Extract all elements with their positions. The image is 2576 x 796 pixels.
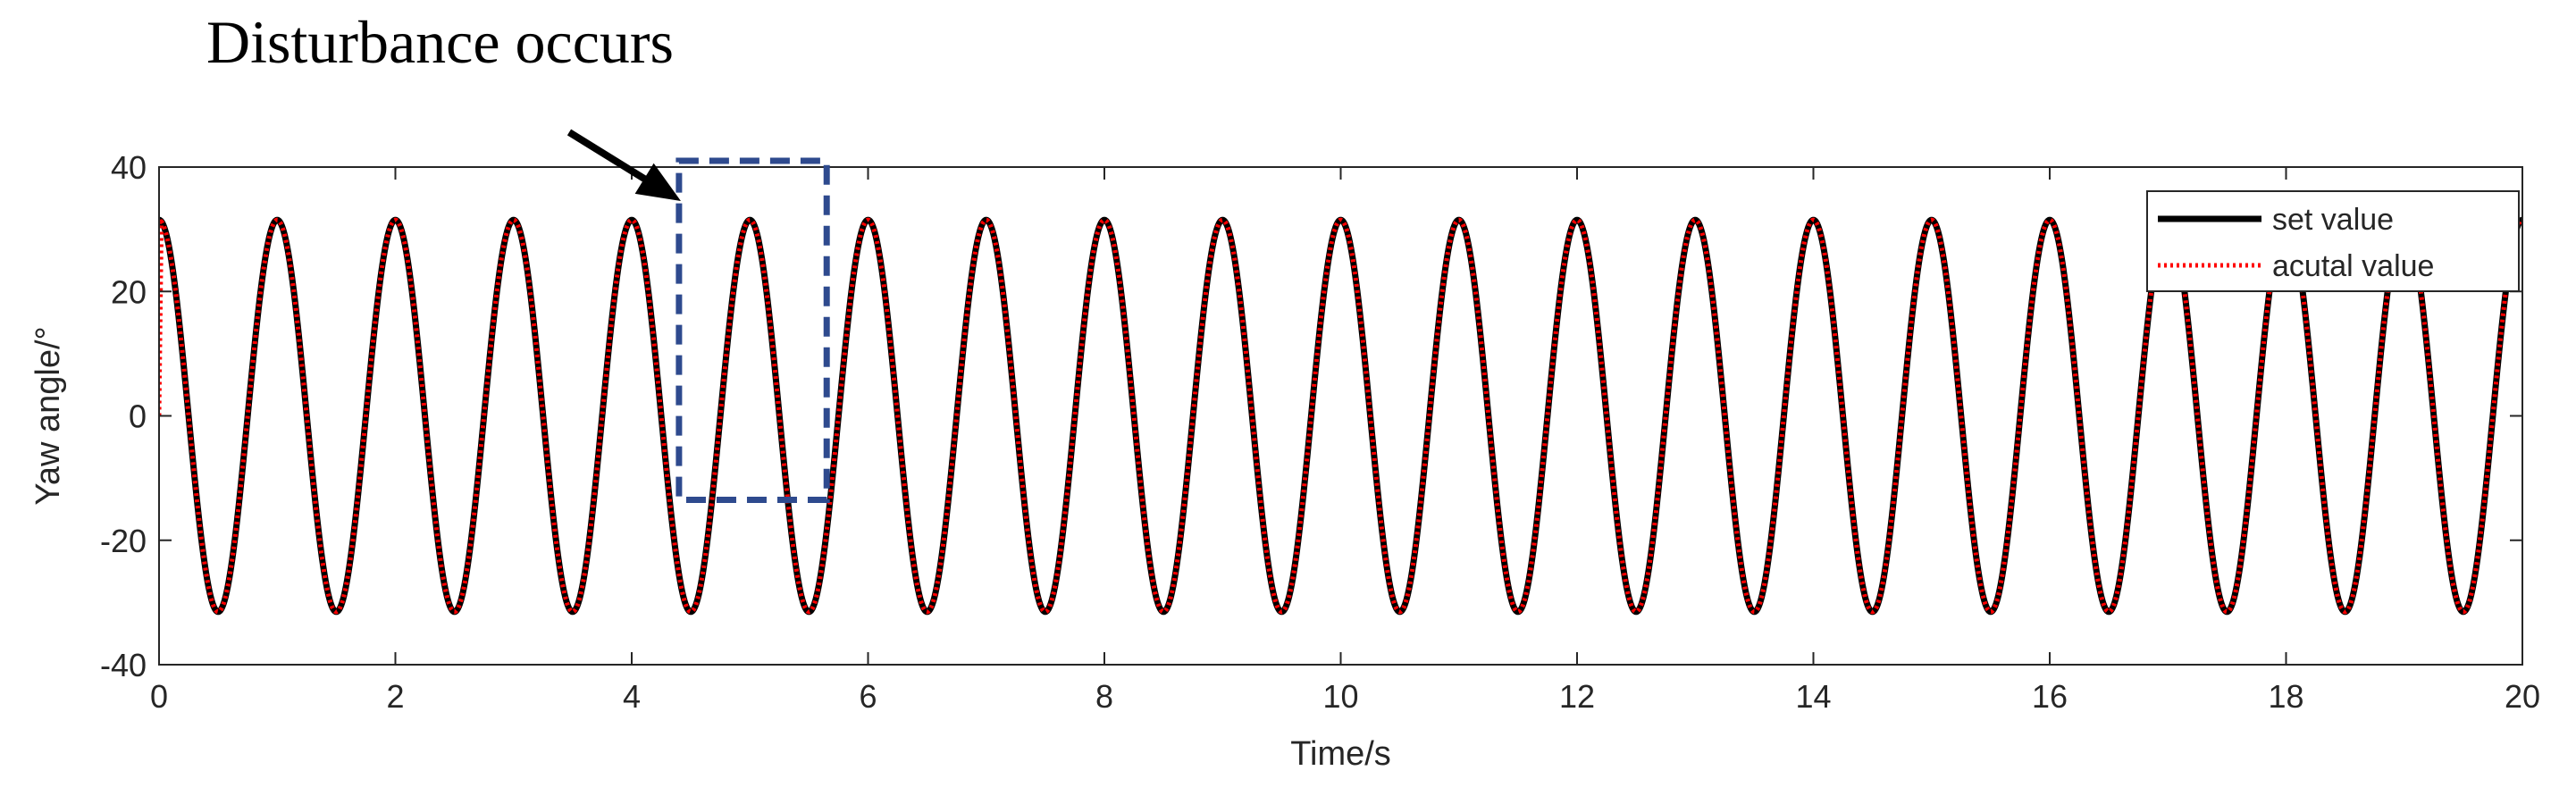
legend-box [2146,190,2520,292]
annotations: Disturbance occurs [206,8,830,503]
x-tick-label: 2 [386,678,404,715]
y-tick-label: 0 [129,398,147,435]
x-tick-label: 6 [859,678,877,715]
series-group [159,216,2522,616]
x-tick-label: 20 [2505,678,2540,715]
y-tick-label: 40 [111,149,147,186]
disturbance-box [675,157,830,503]
x-axis-label: Time/s [1290,735,1391,773]
legend: set value acutal value [2146,190,2520,292]
y-tick-label: -40 [100,647,147,683]
annotation-text: Disturbance occurs [206,8,674,76]
x-tick-label: 8 [1095,678,1113,715]
x-tick-label: 16 [2032,678,2068,715]
y-axis-label: Yaw angle/° [29,326,67,505]
arrow-head [634,163,681,201]
y-tick-label: 20 [111,273,147,310]
x-tick-label: 18 [2268,678,2303,715]
axes: 0 2 4 6 8 10 12 14 16 18 20 -40 -20 0 20 40 Time/s Yaw an… [29,149,2540,773]
legend-label-actual-value: acutal value [2272,249,2434,283]
x-tick-label: 4 [623,678,641,715]
plot-background [159,167,2522,665]
plot-area [159,167,2522,665]
y-tick-label: -20 [100,523,147,559]
x-tick-label: 14 [1795,678,1831,715]
x-tick-label: 0 [150,678,168,715]
x-tick-label: 10 [1322,678,1358,715]
x-tick-label: 12 [1559,678,1595,715]
series-line-actual-value [159,217,2522,615]
legend-label-set-value: set value [2272,203,2394,237]
